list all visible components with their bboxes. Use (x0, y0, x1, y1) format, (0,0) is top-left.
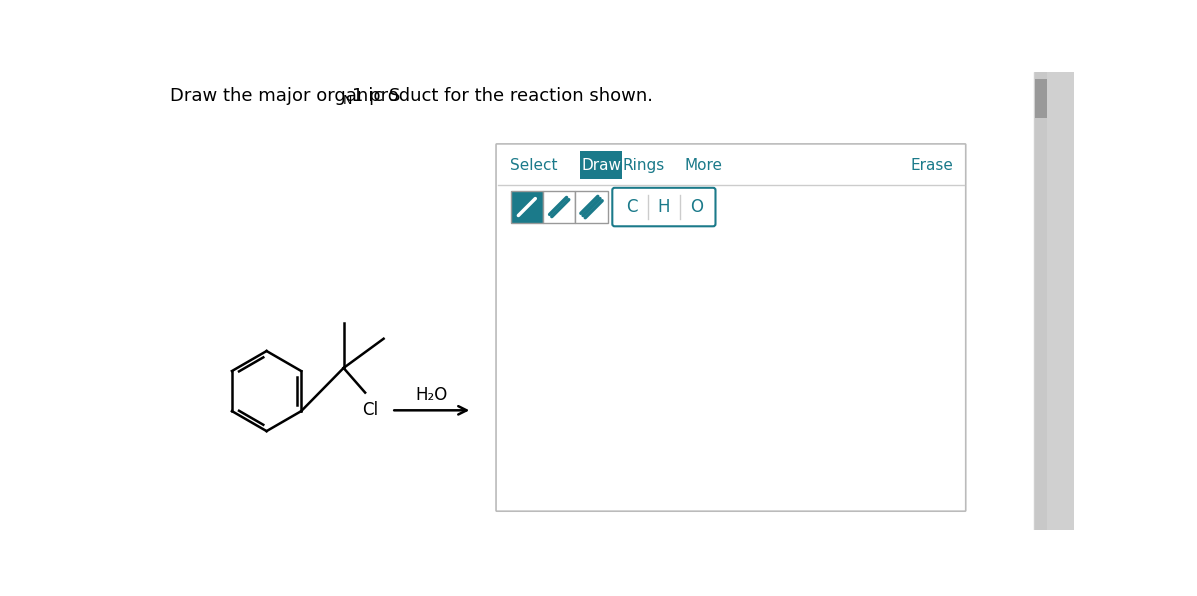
Bar (581, 151, 622, 179)
Text: O: O (689, 198, 703, 216)
Text: Select: Select (510, 158, 558, 173)
Text: Draw: Draw (581, 158, 621, 173)
Bar (511, 191, 543, 224)
Text: More: More (685, 158, 723, 173)
Bar (576, 191, 608, 224)
Text: H: H (657, 198, 670, 216)
Text: 1 product for the reaction shown.: 1 product for the reaction shown. (352, 87, 654, 105)
Bar (1035, 79, 1047, 118)
Text: Draw the major organic S: Draw the major organic S (170, 87, 400, 105)
Text: H₂O: H₂O (415, 386, 448, 404)
FancyBboxPatch shape (613, 188, 716, 226)
Text: C: C (626, 198, 637, 216)
Bar (543, 191, 576, 224)
Bar (1035, 72, 1047, 530)
Text: Cl: Cl (361, 401, 378, 419)
Text: Rings: Rings (622, 158, 666, 173)
Bar (1034, 72, 1074, 530)
Text: N: N (342, 94, 352, 107)
FancyBboxPatch shape (496, 144, 966, 511)
Text: Erase: Erase (911, 158, 953, 173)
